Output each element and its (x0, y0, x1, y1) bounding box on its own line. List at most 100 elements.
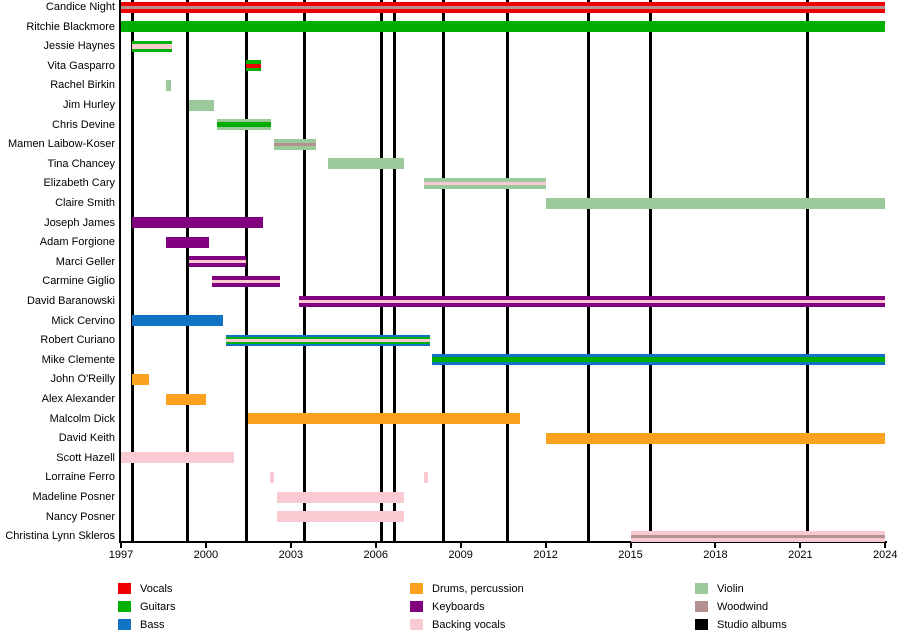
x-axis-tick-label: 2006 (363, 549, 388, 561)
tenure-bar (188, 256, 246, 268)
legend-swatch-backing_vocals (410, 619, 423, 630)
tenure-bar (248, 413, 521, 425)
x-axis-tick (799, 543, 802, 548)
member-name-label: David Baranowski (26, 295, 115, 307)
studio-album-line (586, 0, 590, 542)
legend-label-keyboards: Keyboards (432, 601, 485, 613)
tenure-bar (132, 315, 223, 327)
role-stripe (273, 142, 317, 146)
legend-swatch-bass (118, 619, 131, 630)
tenure-bar (273, 138, 317, 150)
tenure-bar (121, 21, 886, 33)
tenure-bar (132, 217, 263, 229)
studio-album-line (379, 0, 383, 542)
role-stripe (225, 338, 430, 342)
x-axis-tick (459, 543, 462, 548)
legend-swatch-vocals (118, 583, 131, 594)
member-name-label: Christina Lynn Skleros (5, 530, 115, 543)
x-axis-tick (714, 543, 717, 548)
tenure-bar (245, 60, 262, 72)
x-axis-tick-label: 2000 (193, 549, 219, 561)
tenure-bar (132, 40, 172, 52)
role-stripe (299, 299, 886, 303)
tenure-bar (630, 530, 886, 542)
x-axis-tick (374, 543, 377, 548)
x-axis-tick-label: 2024 (873, 549, 898, 561)
role-stripe (432, 357, 886, 363)
legend-swatch-guitars (118, 601, 131, 612)
legend-swatch-violin (695, 583, 708, 594)
legend-label-woodwind: Woodwind (717, 601, 769, 613)
legend-label-violin: Violin (717, 583, 744, 595)
member-name-label: Nancy Posner (45, 510, 115, 523)
legend-swatch-drums (410, 583, 423, 594)
studio-album-line (245, 0, 249, 542)
x-axis-tick (204, 543, 207, 548)
tenure-bar (121, 1, 886, 13)
member-name-label: Claire Smith (55, 197, 115, 209)
role-stripe (245, 63, 262, 68)
member-name-label: Scott Hazell (56, 451, 115, 464)
x-axis-tick-label: 2012 (533, 549, 558, 561)
tenure-bar (423, 177, 546, 189)
member-name-label: Ritchie Blackmore (26, 20, 115, 33)
tenure-bar (225, 334, 430, 346)
legend-swatch-albums (695, 619, 708, 630)
member-name-label: Vita Gasparro (47, 59, 115, 72)
tenure-bar (299, 295, 886, 307)
legend-label-guitars: Guitars (140, 601, 176, 613)
role-stripe (211, 279, 280, 283)
legend-label-drums: Drums, percussion (432, 583, 524, 595)
x-axis-tick (544, 543, 547, 548)
studio-album-line (303, 0, 307, 542)
x-axis-tick-label: 2003 (278, 549, 304, 561)
tenure-bar (188, 99, 215, 111)
legend-label-bass: Bass (140, 619, 165, 631)
x-axis-tick (884, 543, 887, 548)
legend-swatch-woodwind (695, 601, 708, 612)
member-name-label: Mamen Laibow-Koser (8, 138, 115, 151)
member-name-label: Jim Hurley (63, 99, 115, 111)
member-name-label: Chris Devine (52, 118, 115, 131)
tenure-bar (132, 373, 150, 385)
x-axis-tick-label: 2015 (618, 549, 643, 561)
member-name-label: Rachel Birkin (50, 79, 115, 92)
member-name-label: Adam Forgione (39, 236, 115, 249)
tenure-bar (423, 471, 429, 483)
studio-album-line (442, 0, 446, 542)
x-axis-tick-label: 2018 (703, 549, 728, 561)
role-stripe (121, 5, 886, 9)
tenure-bar (121, 452, 235, 464)
studio-album-line (130, 0, 134, 542)
tenure-bar (217, 119, 272, 131)
x-axis-tick-label: 2021 (788, 549, 813, 561)
tenure-bar (276, 511, 405, 523)
studio-album-line (648, 0, 652, 542)
x-axis-tick (629, 543, 632, 548)
studio-album-line (186, 0, 190, 542)
tenure-bar (166, 79, 171, 91)
role-stripe (423, 181, 546, 185)
tenure-bar (545, 197, 886, 209)
studio-album-line (805, 0, 809, 542)
tenure-bar (432, 354, 886, 366)
member-name-label: Jessie Haynes (43, 40, 115, 53)
member-name-label: Robert Curiano (40, 334, 115, 347)
member-name-label: Malcolm Dick (49, 412, 115, 425)
tenure-bar (327, 158, 405, 170)
x-axis-tick (120, 543, 122, 548)
tenure-bar (545, 432, 886, 444)
legend-label-backing_vocals: Backing vocals (432, 619, 506, 631)
role-stripe (630, 534, 886, 538)
member-name-label: Lorraine Ferro (45, 471, 115, 484)
legend-label-vocals: Vocals (140, 583, 173, 595)
role-stripe (217, 122, 272, 128)
member-name-label: Madeline Posner (32, 491, 115, 503)
member-name-label: Candice Night (45, 1, 115, 13)
member-name-label: Tina Chancey (47, 157, 115, 170)
x-axis-line (119, 541, 887, 543)
x-axis-tick (289, 543, 292, 548)
member-name-label: John O'Reilly (50, 373, 115, 386)
member-name-label: Carmine Giglio (42, 275, 115, 288)
